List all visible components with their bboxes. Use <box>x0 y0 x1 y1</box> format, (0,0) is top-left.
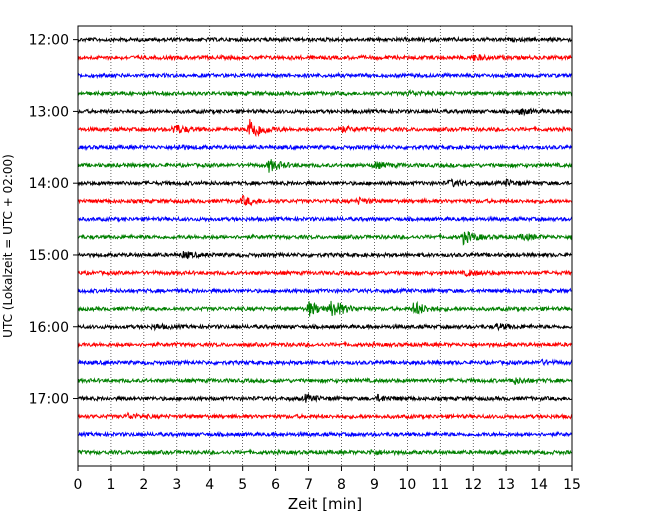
seismic-trace <box>77 287 573 295</box>
seismic-trace <box>77 340 573 349</box>
seismic-trace <box>77 215 573 223</box>
x-tick-label: 9 <box>370 477 379 493</box>
seismic-trace <box>77 300 573 317</box>
x-tick-label: 15 <box>563 477 581 493</box>
y-tick-label: 15:00 <box>29 248 69 264</box>
x-tick-label: 10 <box>398 477 416 493</box>
seismic-trace <box>77 376 573 385</box>
seismic-trace <box>77 448 573 457</box>
seismic-trace <box>77 358 573 367</box>
plot-frame <box>77 25 573 467</box>
seismic-trace <box>77 250 573 260</box>
seismic-trace <box>77 178 573 188</box>
x-tick-label: 2 <box>139 477 148 493</box>
seismic-trace <box>77 322 573 332</box>
x-tick-label: 8 <box>337 477 346 493</box>
x-tick-label: 1 <box>106 477 115 493</box>
x-tick-label: 0 <box>74 477 83 493</box>
y-tick-label: 12:00 <box>29 33 69 49</box>
seismic-trace <box>77 269 573 278</box>
x-tick-label: 13 <box>497 477 515 493</box>
trace-group <box>77 35 573 457</box>
seismic-trace <box>77 411 573 421</box>
y-tick-label: 13:00 <box>29 104 69 120</box>
x-axis-label: Zeit [min] <box>288 495 362 513</box>
x-tick-label: 12 <box>464 477 482 493</box>
y-tick-label: 16:00 <box>29 320 69 336</box>
seismic-trace <box>77 35 573 44</box>
seismic-trace <box>77 392 573 403</box>
seismic-trace <box>77 430 573 438</box>
x-axis: 0 1 2 3 4 5 6 7 8 9 10 11 12 13 14 15 <box>74 466 581 493</box>
x-tick-label: 11 <box>431 477 449 493</box>
x-tick-label: 14 <box>530 477 548 493</box>
seismic-trace <box>77 194 573 207</box>
seismic-trace <box>77 159 573 173</box>
y-axis: 12:00 13:00 14:00 15:00 16:00 17:00 <box>29 33 78 408</box>
x-tick-label: 4 <box>205 477 214 493</box>
y-axis-label: UTC (Lokalzeit = UTC + 02:00) <box>1 154 15 338</box>
y-tick-label: 14:00 <box>29 176 69 192</box>
x-tick-label: 3 <box>172 477 181 493</box>
seismic-trace <box>77 88 573 98</box>
x-tick-label: 7 <box>304 477 313 493</box>
seismic-trace <box>77 71 573 80</box>
seismic-trace <box>77 107 573 117</box>
y-tick-label: 17:00 <box>29 392 69 408</box>
x-tick-label: 6 <box>271 477 280 493</box>
seismic-trace <box>77 143 573 151</box>
seismic-trace <box>77 53 573 62</box>
seismic-trace <box>77 231 573 246</box>
x-tick-label: 5 <box>238 477 247 493</box>
seismic-trace <box>77 118 573 138</box>
